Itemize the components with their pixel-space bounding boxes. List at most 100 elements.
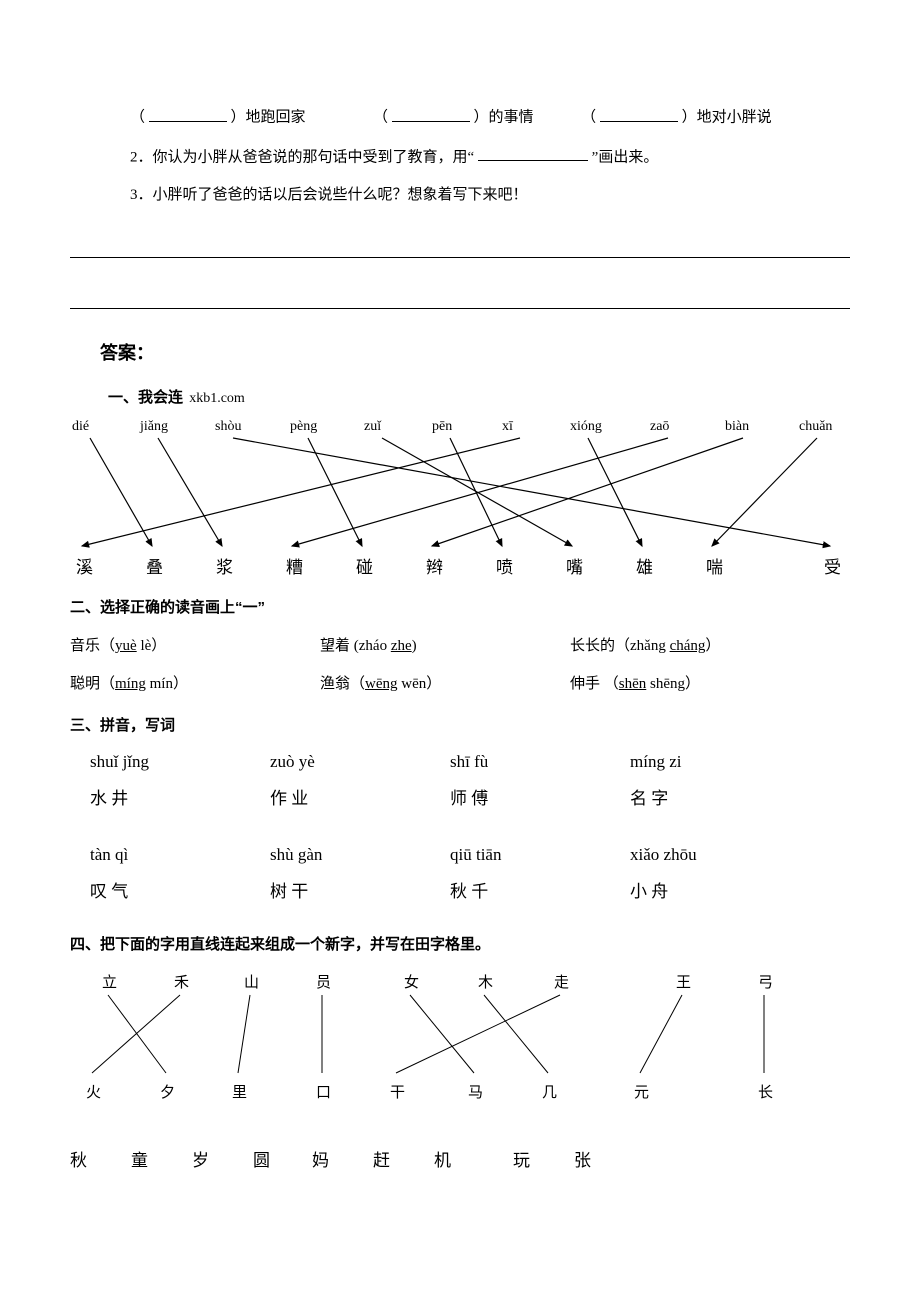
- sec3-cell: 叹 气: [90, 878, 270, 905]
- q2-text-end: ”画出来。: [592, 149, 659, 165]
- q1-txt: ）地对小胖说: [682, 110, 772, 126]
- sec3-cell: tàn qì: [90, 841, 270, 868]
- sec3-cell: zuò yè: [270, 748, 450, 775]
- answer-line: [70, 280, 850, 309]
- sec3-body: shuǐ jǐngzuò yèshī fùmíng zi 水 井作 业师 傅名 字…: [70, 748, 850, 905]
- answers-heading: 答案：: [70, 339, 850, 368]
- blank: [600, 104, 678, 122]
- sec1-title: 一、我会连 xkb1.com: [70, 386, 850, 410]
- sec3-cell: 秋 千: [450, 878, 630, 905]
- char-top: 禾: [174, 971, 189, 995]
- pinyin-label: zuǐ: [364, 416, 381, 438]
- pronunciation-item: 伸手 （shēn shēng）: [570, 672, 820, 696]
- result-char: 秋: [70, 1147, 89, 1174]
- sec3-cell: shuǐ jǐng: [90, 748, 270, 775]
- result-char: 玩: [513, 1147, 532, 1174]
- blank: [149, 104, 227, 122]
- char-top: 山: [244, 971, 259, 995]
- pinyin-label: pēn: [432, 416, 452, 438]
- pronunciation-item: 长长的（zhǎng cháng）: [570, 634, 820, 658]
- q1-fill-blanks: （ ）地跑回家 （ ）的事情 （ ）地对小胖说: [70, 104, 850, 130]
- sec1-matching: diéjiǎngshòupèngzuǐpēnxīxióngzaōbiànchuǎ…: [70, 420, 850, 578]
- result-char: 圆: [253, 1147, 272, 1174]
- pinyin-label: xióng: [570, 416, 602, 438]
- char-bot: 干: [390, 1081, 405, 1105]
- pinyin-label: xī: [502, 416, 513, 438]
- char-top: 王: [676, 971, 691, 995]
- result-char: 岁: [192, 1147, 211, 1174]
- char-top: 女: [404, 971, 419, 995]
- result-char: 童: [131, 1147, 150, 1174]
- sec3-cell: shù gàn: [270, 841, 450, 868]
- pinyin-label: shòu: [215, 416, 241, 438]
- pinyin-label: biàn: [725, 416, 749, 438]
- sec3-cell: 名 字: [630, 785, 810, 812]
- char-bot: 马: [468, 1081, 483, 1105]
- pronunciation-item: 渔翁（wēng wēn）: [320, 672, 570, 696]
- char-label: 喘: [706, 554, 723, 581]
- sec3-cell: míng zi: [630, 748, 810, 775]
- char-bot: 口: [316, 1081, 331, 1105]
- answer-line: [70, 229, 850, 258]
- q1-txt: （: [130, 110, 145, 126]
- sec4-title: 四、把下面的字用直线连起来组成一个新字，并写在田字格里。: [70, 933, 850, 957]
- q1-txt: ）地跑回家: [231, 110, 306, 126]
- pinyin-label: jiǎng: [140, 416, 168, 438]
- q3-text: 3．小胖听了爸爸的话以后会说些什么呢？想象着写下来吧！: [130, 187, 528, 203]
- char-bot: 火: [86, 1081, 101, 1105]
- result-char: 赶: [373, 1147, 392, 1174]
- q1-txt: （: [373, 110, 388, 126]
- sec3-cell: 树 干: [270, 878, 450, 905]
- char-bot: 夕: [160, 1081, 175, 1105]
- sec3-cell: 小 舟: [630, 878, 810, 905]
- char-label: 碰: [356, 554, 373, 581]
- char-label: 糟: [286, 554, 303, 581]
- sec3-cell: shī fù: [450, 748, 630, 775]
- char-top: 走: [554, 971, 569, 995]
- pinyin-label: dié: [72, 416, 89, 438]
- char-label: 喷: [496, 554, 513, 581]
- char-label: 辫: [426, 554, 443, 581]
- char-top: 员: [316, 971, 331, 995]
- char-top: 木: [478, 971, 493, 995]
- pronunciation-item: 望着 (zháo zhe): [320, 634, 570, 658]
- sec2-title: 二、选择正确的读音画上“一”: [70, 596, 850, 620]
- char-bot: 几: [542, 1081, 557, 1105]
- pinyin-label: zaō: [650, 416, 669, 438]
- pronunciation-item: 聪明（míng mín）: [70, 672, 320, 696]
- sec1-title-text: 一、我会连: [108, 389, 183, 406]
- q3-line: 3．小胖听了爸爸的话以后会说些什么呢？想象着写下来吧！: [70, 183, 850, 207]
- char-bot: 里: [232, 1081, 247, 1105]
- char-top: 弓: [758, 971, 773, 995]
- q2-line: 2．你认为小胖从爸爸说的那句话中受到了教育，用“ ”画出来。: [70, 144, 850, 170]
- char-bot: 长: [758, 1081, 773, 1105]
- blank: [478, 144, 588, 162]
- q2-text: 2．你认为小胖从爸爸说的那句话中受到了教育，用“: [130, 149, 474, 165]
- sec3-cell: 水 井: [90, 785, 270, 812]
- char-label: 溪: [76, 554, 93, 581]
- q1-txt: （: [581, 110, 596, 126]
- sec3-cell: 师 傅: [450, 785, 630, 812]
- char-label: 浆: [216, 554, 233, 581]
- char-top: 立: [102, 971, 117, 995]
- pinyin-label: pèng: [290, 416, 317, 438]
- pronunciation-item: 音乐（yuè lè）: [70, 634, 320, 658]
- char-label: 受: [824, 554, 841, 581]
- char-label: 叠: [146, 554, 163, 581]
- sec4-body: 立 禾 山 员 女 木 走 王 弓火 夕 里 口 干 马 几 元 长秋 童 岁 圆 妈 赶 机 玩 张: [70, 971, 850, 1174]
- sec2-body: 音乐（yuè lè）望着 (zháo zhe)长长的（zhǎng cháng） 聪…: [70, 634, 850, 696]
- char-bot: 元: [634, 1081, 649, 1105]
- sec1-suffix: xkb1.com: [189, 391, 245, 406]
- sec3-cell: qiū tiān: [450, 841, 630, 868]
- char-label: 嘴: [566, 554, 583, 581]
- sec3-title: 三、拼音，写词: [70, 714, 850, 738]
- pinyin-label: chuǎn: [799, 416, 832, 438]
- char-label: 雄: [636, 554, 653, 581]
- q1-txt: ）的事情: [474, 110, 534, 126]
- blank: [392, 104, 470, 122]
- result-char: 机: [434, 1147, 453, 1174]
- result-char: 张: [574, 1147, 593, 1174]
- sec3-cell: 作 业: [270, 785, 450, 812]
- result-char: 妈: [312, 1147, 331, 1174]
- sec3-cell: xiǎo zhōu: [630, 841, 810, 868]
